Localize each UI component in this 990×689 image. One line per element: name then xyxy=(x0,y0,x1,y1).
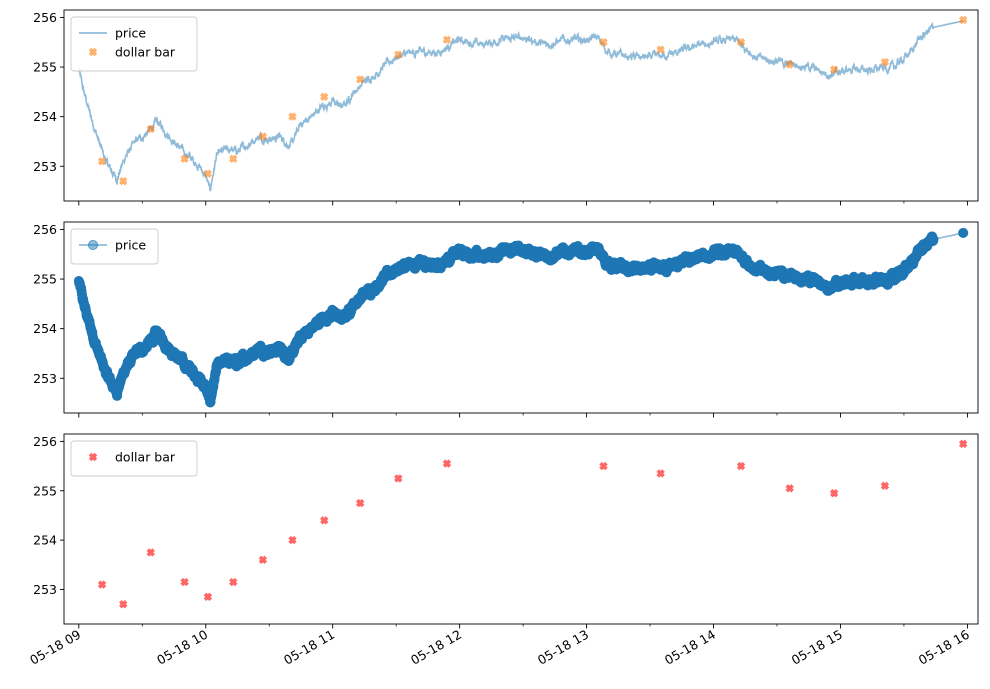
y-tick-label: 253 xyxy=(33,582,57,597)
dollar-bar-marker xyxy=(180,577,189,587)
x-tick-label: 05-18 13 xyxy=(535,627,591,668)
dollar-bar-marker xyxy=(599,461,608,471)
plot-area xyxy=(73,227,969,408)
axes-frame xyxy=(63,433,979,625)
y-tick-label: 254 xyxy=(33,109,57,124)
legend-handle-marker xyxy=(87,239,99,251)
dollar-bar-marker xyxy=(258,555,268,565)
dollar-bar-marker xyxy=(119,600,128,609)
legend-label: dollar bar xyxy=(115,450,176,465)
dollar-bar-marker xyxy=(736,38,746,47)
y-tick-label: 254 xyxy=(33,533,57,548)
series-line-price xyxy=(78,20,964,192)
dollar-bar-marker xyxy=(442,35,452,44)
x-tick-label: 05-18 10 xyxy=(154,627,210,668)
dollar-bar-marker xyxy=(180,154,189,164)
legend: price xyxy=(70,228,159,265)
x-tick-label: 05-18 14 xyxy=(662,627,718,668)
dollar-bar-marker xyxy=(320,92,329,102)
x-tick-label: 05-18 16 xyxy=(916,627,972,668)
dollar-bar-marker xyxy=(736,461,746,471)
dollar-bar-marker xyxy=(258,132,268,141)
y-tick-label: 256 xyxy=(33,434,57,449)
dollar-bar-marker xyxy=(288,112,297,121)
x-tick-label: 05-18 12 xyxy=(408,627,464,668)
x-tick-label: 05-18 15 xyxy=(789,627,845,668)
legend-label: dollar bar xyxy=(115,45,176,60)
dollar-bar-marker xyxy=(146,548,155,557)
axes-frame xyxy=(63,9,979,202)
dollar-bar-marker xyxy=(203,169,213,178)
dollar-bar-marker xyxy=(356,75,365,84)
legend: price dollar bar xyxy=(70,16,198,72)
dollar-bar-marker xyxy=(356,498,365,508)
plot-area xyxy=(97,439,968,609)
dollar-bar-marker xyxy=(442,459,452,468)
dollar-bar-marker xyxy=(958,439,968,449)
price-point xyxy=(958,227,969,239)
x-tick-label: 05-18 09 xyxy=(27,627,83,668)
dollar-bar-marker xyxy=(146,124,155,134)
y-tick-label: 256 xyxy=(33,10,57,25)
legend-label: price xyxy=(115,26,146,41)
legend-box xyxy=(70,16,198,72)
chart-panel-1: 253 254 255 256 price dollar bar xyxy=(33,9,979,206)
legend-label: price xyxy=(115,238,146,253)
dollar-bar-marker xyxy=(288,535,297,545)
dollar-bar-marker xyxy=(97,580,107,589)
dollar-bar-marker xyxy=(229,154,238,164)
y-tick-label: 253 xyxy=(33,159,57,174)
dollar-bar-marker xyxy=(203,592,213,602)
y-tick-label: 255 xyxy=(33,483,57,498)
legend-handle-marker xyxy=(88,47,98,57)
dollar-bar-marker xyxy=(829,489,839,498)
dollar-bar-marker xyxy=(320,516,329,525)
x-tick-label: 05-18 11 xyxy=(281,627,337,668)
legend: dollar bar xyxy=(70,440,198,477)
series-markers-price xyxy=(73,228,969,408)
dollar-bar-marker xyxy=(880,481,890,491)
chart-panel-2: 253 254 255 256 price xyxy=(33,221,979,418)
dollar-bar-marker xyxy=(394,50,403,59)
dollar-bar-marker xyxy=(958,15,968,25)
dollar-bar-marker xyxy=(785,60,794,69)
dollar-bar-marker xyxy=(785,484,794,493)
dollar-bar-marker xyxy=(880,57,890,67)
dollar-bar-marker xyxy=(656,45,665,54)
dollar-bar-marker xyxy=(119,176,128,186)
y-tick-label: 254 xyxy=(33,321,57,336)
dollar-bar-marker xyxy=(97,157,107,166)
y-tick-label: 255 xyxy=(33,272,57,287)
dollar-bar-marker xyxy=(229,577,238,587)
plot-area xyxy=(78,15,968,192)
dollar-bar-marker xyxy=(599,38,608,47)
y-tick-label: 253 xyxy=(33,371,57,386)
chart-panel-3: 253 254 255 256 05-18 09 05-18 10 05-18 11 05-1… xyxy=(27,433,979,668)
dollar-bar-marker xyxy=(829,65,839,74)
y-tick-label: 255 xyxy=(33,60,57,75)
price-point xyxy=(928,234,939,245)
dollar-bar-marker xyxy=(656,469,665,478)
dollar-bar-marker xyxy=(394,474,403,483)
y-tick-label: 256 xyxy=(33,222,57,237)
